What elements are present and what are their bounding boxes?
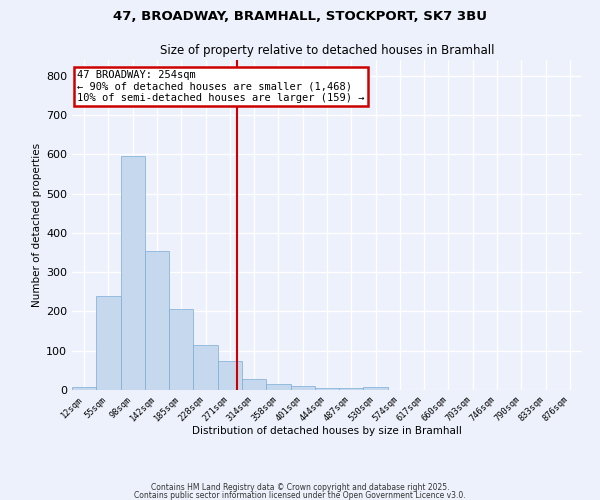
- Text: Contains HM Land Registry data © Crown copyright and database right 2025.: Contains HM Land Registry data © Crown c…: [151, 484, 449, 492]
- Text: 47 BROADWAY: 254sqm
← 90% of detached houses are smaller (1,468)
10% of semi-det: 47 BROADWAY: 254sqm ← 90% of detached ho…: [77, 70, 365, 103]
- X-axis label: Distribution of detached houses by size in Bramhall: Distribution of detached houses by size …: [192, 426, 462, 436]
- Bar: [290, 386, 315, 390]
- Text: Contains public sector information licensed under the Open Government Licence v3: Contains public sector information licen…: [134, 490, 466, 500]
- Bar: [315, 388, 339, 390]
- Bar: [169, 310, 193, 390]
- Bar: [145, 250, 169, 390]
- Text: 47, BROADWAY, BRAMHALL, STOCKPORT, SK7 3BU: 47, BROADWAY, BRAMHALL, STOCKPORT, SK7 3…: [113, 10, 487, 23]
- Bar: [193, 345, 218, 390]
- Y-axis label: Number of detached properties: Number of detached properties: [32, 143, 42, 307]
- Bar: [218, 362, 242, 390]
- Bar: [72, 387, 96, 390]
- Bar: [121, 156, 145, 390]
- Bar: [339, 388, 364, 390]
- Bar: [96, 296, 121, 390]
- Bar: [242, 379, 266, 390]
- Title: Size of property relative to detached houses in Bramhall: Size of property relative to detached ho…: [160, 44, 494, 58]
- Bar: [364, 387, 388, 390]
- Bar: [266, 384, 290, 390]
